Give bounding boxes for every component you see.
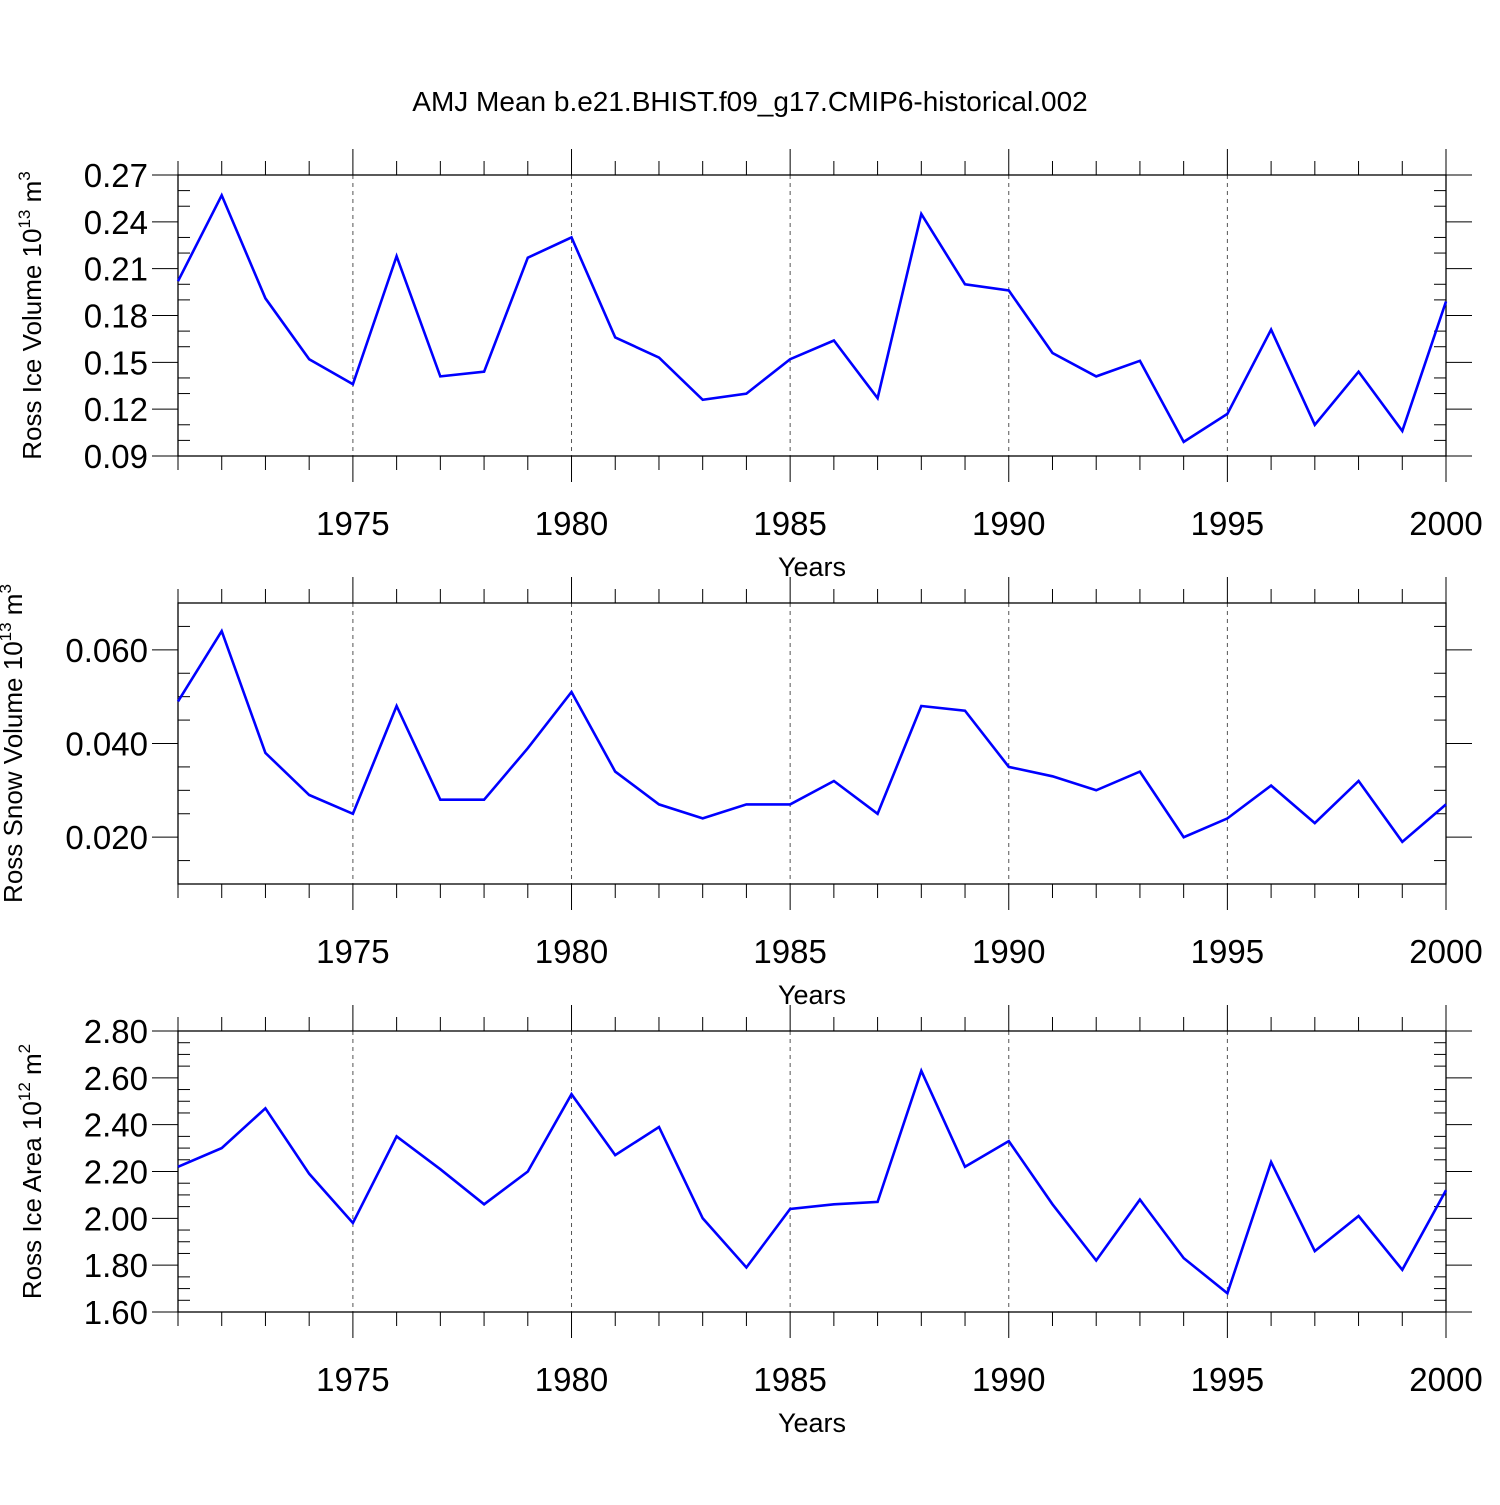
y-tick-label: 0.21 — [84, 251, 148, 288]
y-tick-label: 2.40 — [84, 1107, 148, 1144]
y-tick-label: 0.060 — [65, 632, 148, 669]
x-tick-label: 1985 — [753, 505, 826, 542]
y-tick-label: 0.040 — [65, 726, 148, 763]
x-tick-label: 1985 — [753, 1361, 826, 1398]
chart-panel-1: 0.09 0.12 0.15 0.18 0.21 0.24 0.27 1975 1980 1985… — [15, 149, 1483, 582]
figure-title: AMJ Mean b.e21.BHIST.f09_g17.CMIP6-histo… — [412, 86, 1087, 117]
plot-frame — [178, 175, 1446, 456]
x-tick-label: 2000 — [1409, 1361, 1482, 1398]
x-tick-label: 1975 — [316, 933, 389, 970]
x-axis-label: Years — [778, 980, 846, 1010]
x-tick-label: 1990 — [972, 505, 1045, 542]
x-axis-label: Years — [778, 1408, 846, 1438]
x-tick-label: 1975 — [316, 1361, 389, 1398]
y-tick-label: 0.18 — [84, 298, 148, 335]
y-tick-label: 0.24 — [84, 204, 148, 241]
y-tick-label: 0.09 — [84, 438, 148, 475]
series-line — [178, 1071, 1446, 1294]
y-tick-label: 0.12 — [84, 391, 148, 428]
x-tick-label: 1985 — [753, 933, 826, 970]
y-tick-label: 2.80 — [84, 1013, 148, 1050]
y-axis-label: Ross Ice Volume 1013 m3 — [15, 171, 47, 460]
x-tick-label: 1990 — [972, 1361, 1045, 1398]
series-line — [178, 631, 1446, 842]
plot-frame — [178, 603, 1446, 884]
x-axis-label: Years — [778, 552, 846, 582]
y-tick-label: 2.20 — [84, 1154, 148, 1191]
y-tick-label: 0.27 — [84, 157, 148, 194]
chart-panels: 0.09 0.12 0.15 0.18 0.21 0.24 0.27 1975 1980 1985… — [0, 149, 1483, 1438]
y-axis-label: Ross Ice Area 1012 m2 — [15, 1044, 47, 1299]
x-tick-label: 1980 — [535, 933, 608, 970]
y-tick-label: 2.00 — [84, 1200, 148, 1237]
plot-frame — [178, 1031, 1446, 1312]
y-tick-label: 1.80 — [84, 1247, 148, 1284]
chart-panel-3: 1.60 1.80 2.00 2.20 2.40 2.60 2.80 1975 1980 1985… — [15, 1005, 1483, 1438]
x-tick-label: 1980 — [535, 505, 608, 542]
x-tick-label: 2000 — [1409, 505, 1482, 542]
series-line — [178, 195, 1446, 442]
y-tick-label: 0.15 — [84, 344, 148, 381]
y-tick-label: 1.60 — [84, 1294, 148, 1331]
x-tick-label: 1995 — [1191, 1361, 1264, 1398]
x-tick-label: 1995 — [1191, 505, 1264, 542]
chart-panel-2: 0.020 0.040 0.060 1975 1980 1985 1990 1995 2000 Y… — [0, 577, 1483, 1010]
x-tick-label: 1995 — [1191, 933, 1264, 970]
y-tick-label: 2.60 — [84, 1060, 148, 1097]
y-tick-label: 0.020 — [65, 819, 148, 856]
x-tick-label: 1990 — [972, 933, 1045, 970]
y-axis-label: Ross Snow Volume 1013 m3 — [0, 584, 28, 903]
x-tick-label: 1980 — [535, 1361, 608, 1398]
x-tick-label: 2000 — [1409, 933, 1482, 970]
x-tick-label: 1975 — [316, 505, 389, 542]
